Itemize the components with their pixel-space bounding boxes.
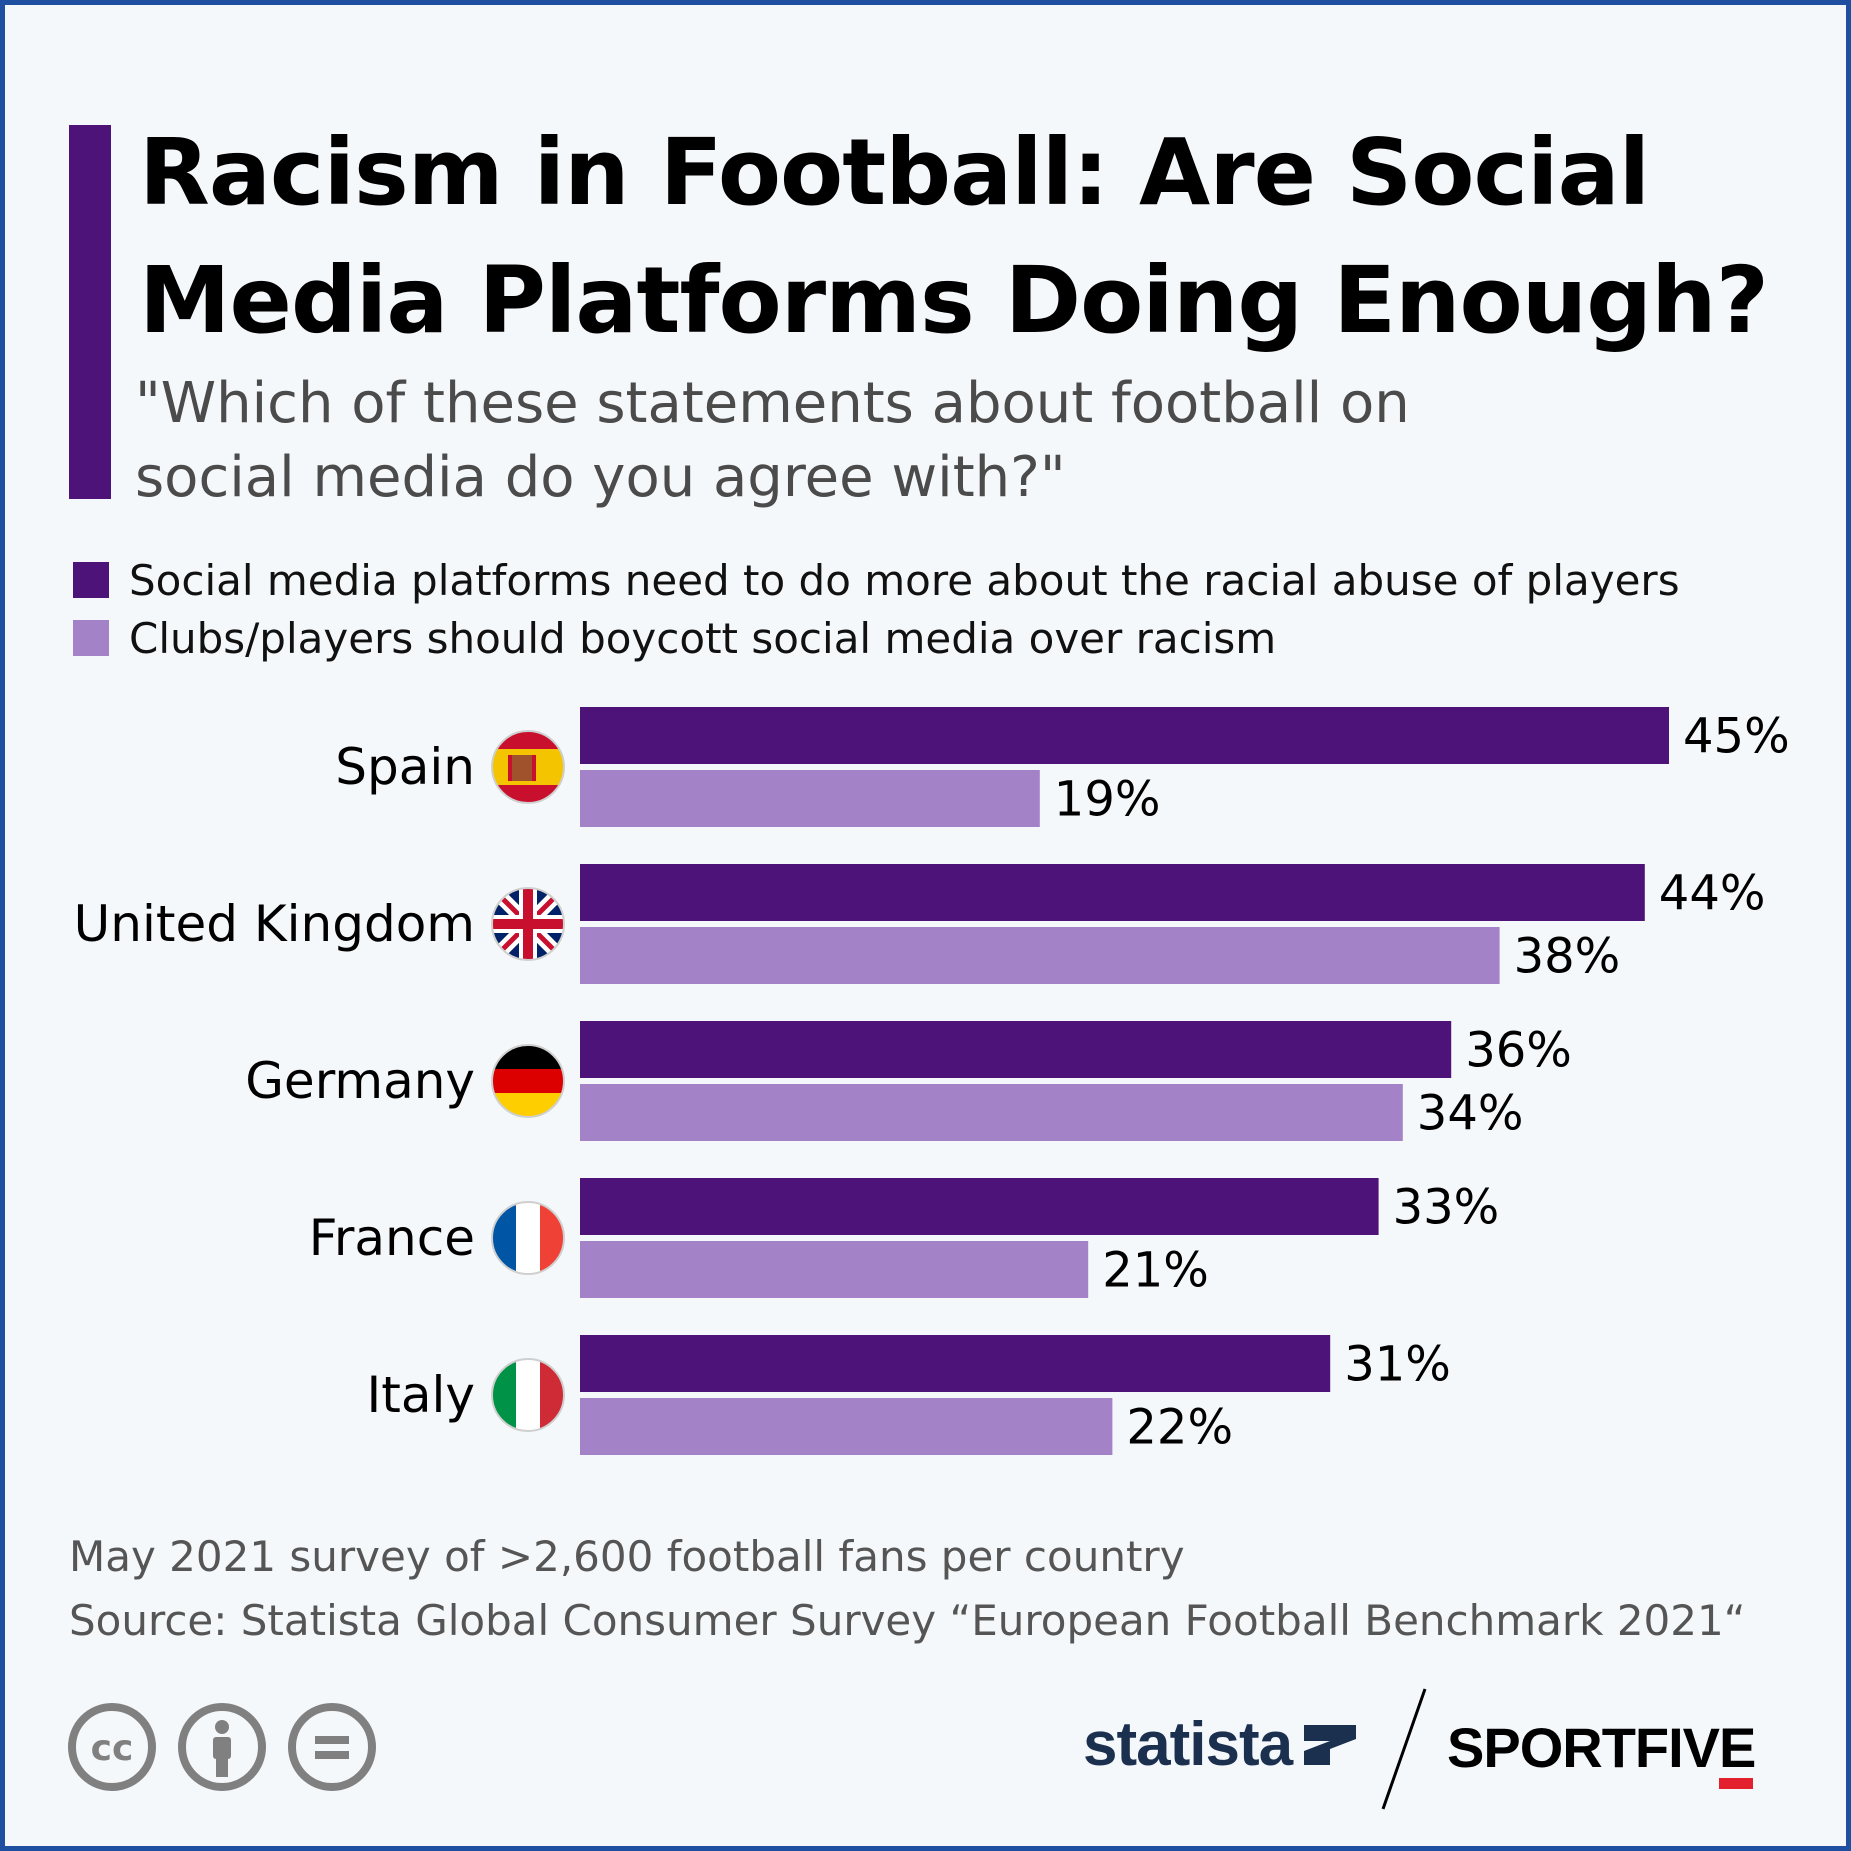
germany-flag-icon — [491, 1044, 565, 1118]
bar-need-more — [580, 1335, 1331, 1392]
category-label: Spain — [335, 738, 475, 796]
bar-group-spain: Spain 45% 19% — [335, 707, 1790, 828]
legend-label: Clubs/players should boycott social medi… — [129, 613, 1277, 663]
bar-boycott — [580, 1241, 1089, 1298]
data-label: 21% — [1102, 1243, 1209, 1299]
statista-wordmark: statista — [1083, 1710, 1293, 1779]
category-label: Germany — [245, 1052, 475, 1110]
spain-flag-icon — [491, 730, 565, 804]
bar-group-france: France 33% 21% — [309, 1178, 1500, 1299]
legend-label: Social media platforms need to do more a… — [129, 555, 1680, 605]
cc-icon-text: cc — [91, 1728, 134, 1769]
data-label: 36% — [1465, 1023, 1572, 1079]
bar-need-more — [580, 864, 1645, 921]
sportfive-logo: SPORTFIVE — [1447, 1716, 1756, 1779]
france-flag-icon — [491, 1201, 565, 1275]
data-label: 38% — [1514, 929, 1621, 985]
legend: Social media platforms need to do more a… — [73, 551, 1680, 667]
data-label: 33% — [1393, 1180, 1500, 1236]
bar-need-more — [580, 1021, 1452, 1078]
footnote: May 2021 survey of >2,600 football fans … — [69, 1525, 1745, 1653]
bar-boycott — [580, 1398, 1113, 1455]
attribution-icon — [178, 1703, 266, 1791]
bar-chart: Spain 45% 19% United Kingdom 44% 38% Germany 36… — [74, 707, 1790, 1456]
bar-boycott — [580, 770, 1040, 827]
data-label: 45% — [1683, 709, 1790, 765]
legend-item-boycott: Clubs/players should boycott social medi… — [73, 609, 1680, 667]
chart-title: Racism in Football: Are Social Media Pla… — [139, 119, 1769, 354]
bar-boycott — [580, 927, 1500, 984]
logo-divider — [1381, 1688, 1427, 1810]
category-label: Italy — [367, 1366, 475, 1424]
uk-flag-icon — [491, 887, 565, 961]
bar-group-germany: Germany 36% 34% — [245, 1021, 1572, 1142]
chart-subtitle: "Which of these statements about footbal… — [135, 371, 1410, 510]
sportfive-accent-mark — [1719, 1778, 1753, 1789]
legend-swatch-dark — [73, 562, 109, 598]
title-accent-bar — [69, 125, 111, 499]
bar-group-italy: Italy 31% 22% — [367, 1335, 1451, 1456]
category-label: France — [309, 1209, 475, 1267]
data-label: 22% — [1126, 1400, 1233, 1456]
italy-flag-icon — [491, 1358, 565, 1432]
bar-need-more — [580, 1178, 1379, 1235]
cc-icon: cc — [68, 1703, 156, 1791]
legend-item-need-more: Social media platforms need to do more a… — [73, 551, 1680, 609]
legend-swatch-light — [73, 620, 109, 656]
source-note: Source: Statista Global Consumer Survey … — [69, 1596, 1746, 1645]
bar-group-united-kingdom: United Kingdom 44% 38% — [74, 864, 1766, 985]
data-label: 34% — [1417, 1086, 1524, 1142]
statista-logo: statista — [1083, 1709, 1360, 1780]
no-derivatives-icon — [288, 1703, 376, 1791]
data-label: 19% — [1054, 772, 1161, 828]
survey-note: May 2021 survey of >2,600 football fans … — [69, 1532, 1185, 1581]
category-label: United Kingdom — [74, 895, 475, 953]
data-label: 44% — [1659, 866, 1766, 922]
bar-need-more — [580, 707, 1669, 764]
bar-boycott — [580, 1084, 1403, 1141]
license-icons: cc — [67, 1702, 377, 1792]
data-label: 31% — [1344, 1337, 1451, 1393]
statista-mark-icon — [1304, 1724, 1357, 1765]
